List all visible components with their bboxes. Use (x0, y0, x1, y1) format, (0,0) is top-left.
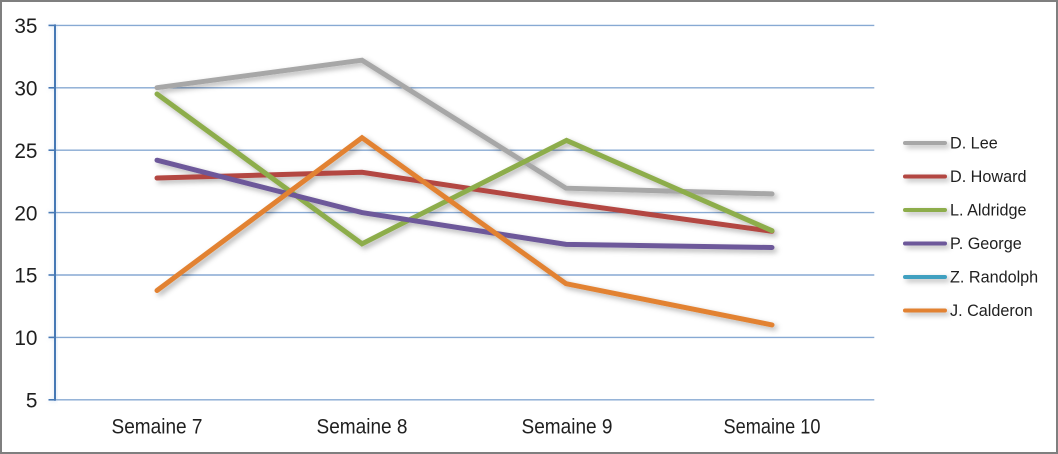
svg-text:J. Calderon: J. Calderon (950, 302, 1033, 320)
svg-text:Semaine 9: Semaine 9 (522, 415, 613, 438)
svg-text:Semaine 10: Semaine 10 (724, 415, 821, 438)
svg-text:Z. Randolph: Z. Randolph (950, 269, 1038, 287)
svg-text:20: 20 (14, 202, 37, 225)
svg-text:Semaine 7: Semaine 7 (112, 415, 203, 438)
svg-text:P. George: P. George (950, 235, 1022, 253)
svg-text:D. Howard: D. Howard (950, 168, 1026, 186)
svg-text:30: 30 (14, 78, 37, 101)
svg-text:5: 5 (26, 390, 38, 413)
svg-text:15: 15 (14, 265, 37, 288)
svg-text:L. Aldridge: L. Aldridge (950, 202, 1027, 220)
svg-text:10: 10 (14, 327, 37, 350)
svg-text:25: 25 (14, 140, 37, 163)
svg-text:D. Lee: D. Lee (950, 135, 998, 153)
svg-text:35: 35 (14, 15, 37, 38)
svg-text:Semaine 8: Semaine 8 (317, 415, 408, 438)
